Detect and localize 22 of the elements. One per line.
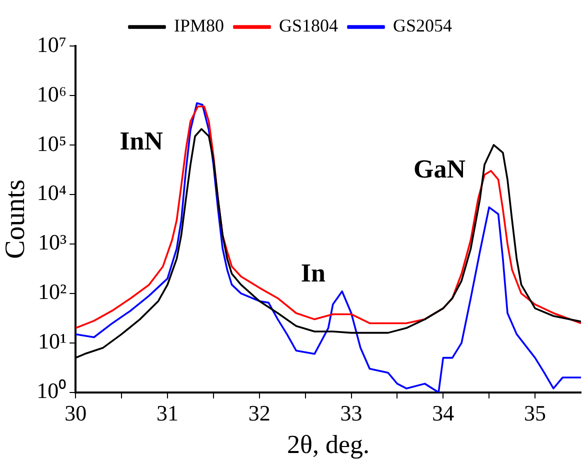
y-tick-label: 10¹ <box>38 328 67 354</box>
legend-label: GS2054 <box>393 16 452 36</box>
y-tick-label: 10⁵ <box>36 130 67 156</box>
legend-label: GS1804 <box>278 16 338 36</box>
y-tick-label: 10⁶ <box>36 81 67 106</box>
x-tick-label: 31 <box>156 400 178 426</box>
y-tick-label: 10³ <box>38 230 67 255</box>
y-axis-title: Counts <box>0 180 32 259</box>
annotation: In <box>300 258 326 288</box>
legend-label: IPM80 <box>174 16 224 36</box>
x-axis-title: 2θ, deg. <box>287 430 370 460</box>
x-tick-label: 33 <box>340 400 362 426</box>
x-tick-label: 30 <box>64 400 87 426</box>
y-tick-label: 10⁰ <box>36 378 67 404</box>
x-tick-label: 34 <box>432 400 454 426</box>
x-tick-label: 35 <box>524 400 546 426</box>
x-tick-label: 32 <box>248 400 270 426</box>
annotation: InN <box>120 126 164 156</box>
y-tick-label: 10² <box>38 279 67 304</box>
annotation: GaN <box>413 154 466 184</box>
y-tick-label: 10⁷ <box>36 32 67 57</box>
y-tick-label: 10⁴ <box>36 180 67 206</box>
